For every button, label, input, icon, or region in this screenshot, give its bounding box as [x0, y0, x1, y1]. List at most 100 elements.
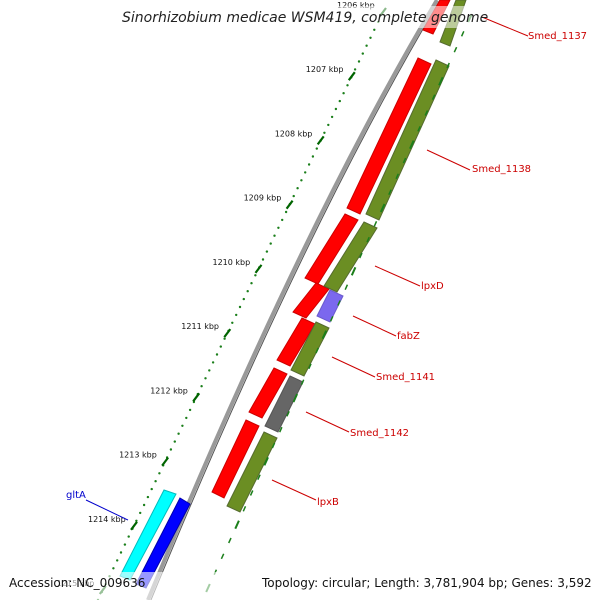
- ruler-tick: [130, 521, 138, 531]
- ruler-dot: [330, 115, 334, 119]
- ruler-dot: [235, 313, 238, 317]
- ruler-dot: [188, 408, 192, 412]
- topology-text: Topology: circular; Length: 3,781,904 bp…: [261, 576, 592, 590]
- outer-tick: [431, 94, 436, 101]
- ruler-dot: [369, 36, 372, 39]
- gene-labels: Smed_1137 Smed_1138 lpxD fabZ Smed_1141 …: [66, 16, 587, 521]
- ruler-dot: [158, 472, 161, 475]
- ruler-tick: [254, 264, 263, 274]
- ruler-tick: [347, 71, 356, 81]
- ruler-dot: [323, 131, 326, 134]
- outer-tick: [263, 456, 269, 466]
- ruler-dot: [261, 258, 265, 261]
- gene-lpxB[interactable]: [226, 431, 278, 513]
- cds-smed-1138[interactable]: [346, 57, 432, 215]
- ruler-dot: [135, 519, 138, 522]
- outer-tick: [286, 410, 290, 417]
- accession-text: Accession: NC_009636: [9, 576, 145, 590]
- label-fabZ: fabZ: [397, 331, 420, 342]
- ruler-dot: [116, 559, 119, 562]
- outer-tick: [402, 157, 407, 164]
- outer-tick: [460, 30, 465, 37]
- ruler-tick-label: 1207 kbp: [306, 65, 344, 74]
- outer-tick: [249, 490, 254, 496]
- cds-smed-1142[interactable]: [248, 367, 288, 419]
- outer-tick: [395, 173, 399, 180]
- outer-tick: [271, 442, 276, 449]
- ruler-tick-label: 1212 kbp: [150, 386, 188, 395]
- ruler-dot: [254, 274, 257, 277]
- map-title: Sinorhizobium medicae WSM419, complete g…: [122, 10, 488, 26]
- outer-tick: [308, 363, 312, 370]
- outer-tick: [409, 140, 415, 150]
- ruler-dot: [231, 321, 234, 324]
- ruler-dot: [353, 68, 357, 71]
- ruler-dot: [246, 290, 249, 293]
- ruler-tick-label: 1211 kbp: [181, 322, 219, 331]
- ruler-dot: [200, 385, 203, 388]
- ruler-dot: [119, 551, 123, 554]
- label-smed-1142: Smed_1142: [350, 428, 409, 439]
- ruler-dot: [361, 52, 364, 55]
- outer-tick: [337, 300, 341, 306]
- outer-tick: [453, 46, 458, 53]
- outer-tick: [359, 252, 363, 259]
- ruler-dot: [265, 250, 269, 253]
- ruler-dot: [284, 210, 288, 214]
- outer-tick: [366, 236, 370, 243]
- ruler-tick: [285, 200, 294, 210]
- ruler-tick-label: 1208 kbp: [275, 129, 313, 138]
- ruler-dot: [211, 361, 215, 364]
- outer-tick: [257, 474, 261, 481]
- ruler-dot: [346, 84, 349, 87]
- ruler-dot: [208, 369, 211, 372]
- gene-smed-1142[interactable]: [264, 375, 304, 433]
- outer-tick: [329, 315, 334, 322]
- label-smed-1141: Smed_1141: [376, 372, 435, 383]
- ruler-dot: [173, 440, 176, 443]
- gene-track: [226, 0, 467, 513]
- ruler-tick: [192, 392, 201, 402]
- ruler-dot: [242, 297, 245, 301]
- ruler-dot: [373, 28, 376, 31]
- label-gltA: gltA: [66, 490, 86, 501]
- ruler-dot: [139, 511, 142, 515]
- ruler-dot: [292, 194, 295, 198]
- ruler-tick-label: 1213 kbp: [119, 451, 157, 460]
- label-lpxD: lpxD: [421, 281, 444, 292]
- outer-tick: [292, 393, 299, 403]
- gene-lpxD[interactable]: [323, 221, 378, 293]
- ruler-dot: [177, 432, 180, 435]
- ruler-dot: [315, 147, 318, 150]
- genome-backbone-inner: [150, 0, 441, 600]
- ruler-dot: [273, 234, 276, 237]
- ruler-tick-label: 1214 kbp: [88, 515, 126, 524]
- ruler-dot: [338, 99, 341, 103]
- ruler-dot: [215, 353, 219, 356]
- ruler-dot: [142, 503, 146, 507]
- outer-tick: [350, 266, 357, 276]
- cds-lpxB[interactable]: [211, 419, 260, 499]
- ruler-dot: [112, 567, 115, 570]
- outer-tick: [321, 330, 328, 340]
- outer-tick: [344, 284, 349, 291]
- ruler-dot: [219, 345, 222, 348]
- ruler-dot: [311, 155, 315, 158]
- gene-smed-1141[interactable]: [290, 321, 330, 377]
- ruler-dot: [307, 163, 311, 166]
- footer-backdrop: [0, 572, 600, 600]
- ruler-dot: [281, 218, 284, 222]
- ruler-dot: [238, 305, 242, 309]
- gene-fabZ[interactable]: [316, 289, 344, 323]
- ruler-dot: [169, 448, 173, 451]
- ruler-dot: [277, 226, 280, 229]
- gene-smed-1138[interactable]: [365, 59, 450, 221]
- outer-tick: [220, 553, 225, 560]
- ruler-tick: [161, 456, 169, 467]
- cds-lpxD-b[interactable]: [292, 282, 330, 319]
- ruler-dot: [223, 337, 226, 340]
- ruler-tick-label: 1209 kbp: [244, 194, 282, 203]
- cds-smed-1141[interactable]: [276, 317, 316, 367]
- outer-tick: [379, 203, 386, 213]
